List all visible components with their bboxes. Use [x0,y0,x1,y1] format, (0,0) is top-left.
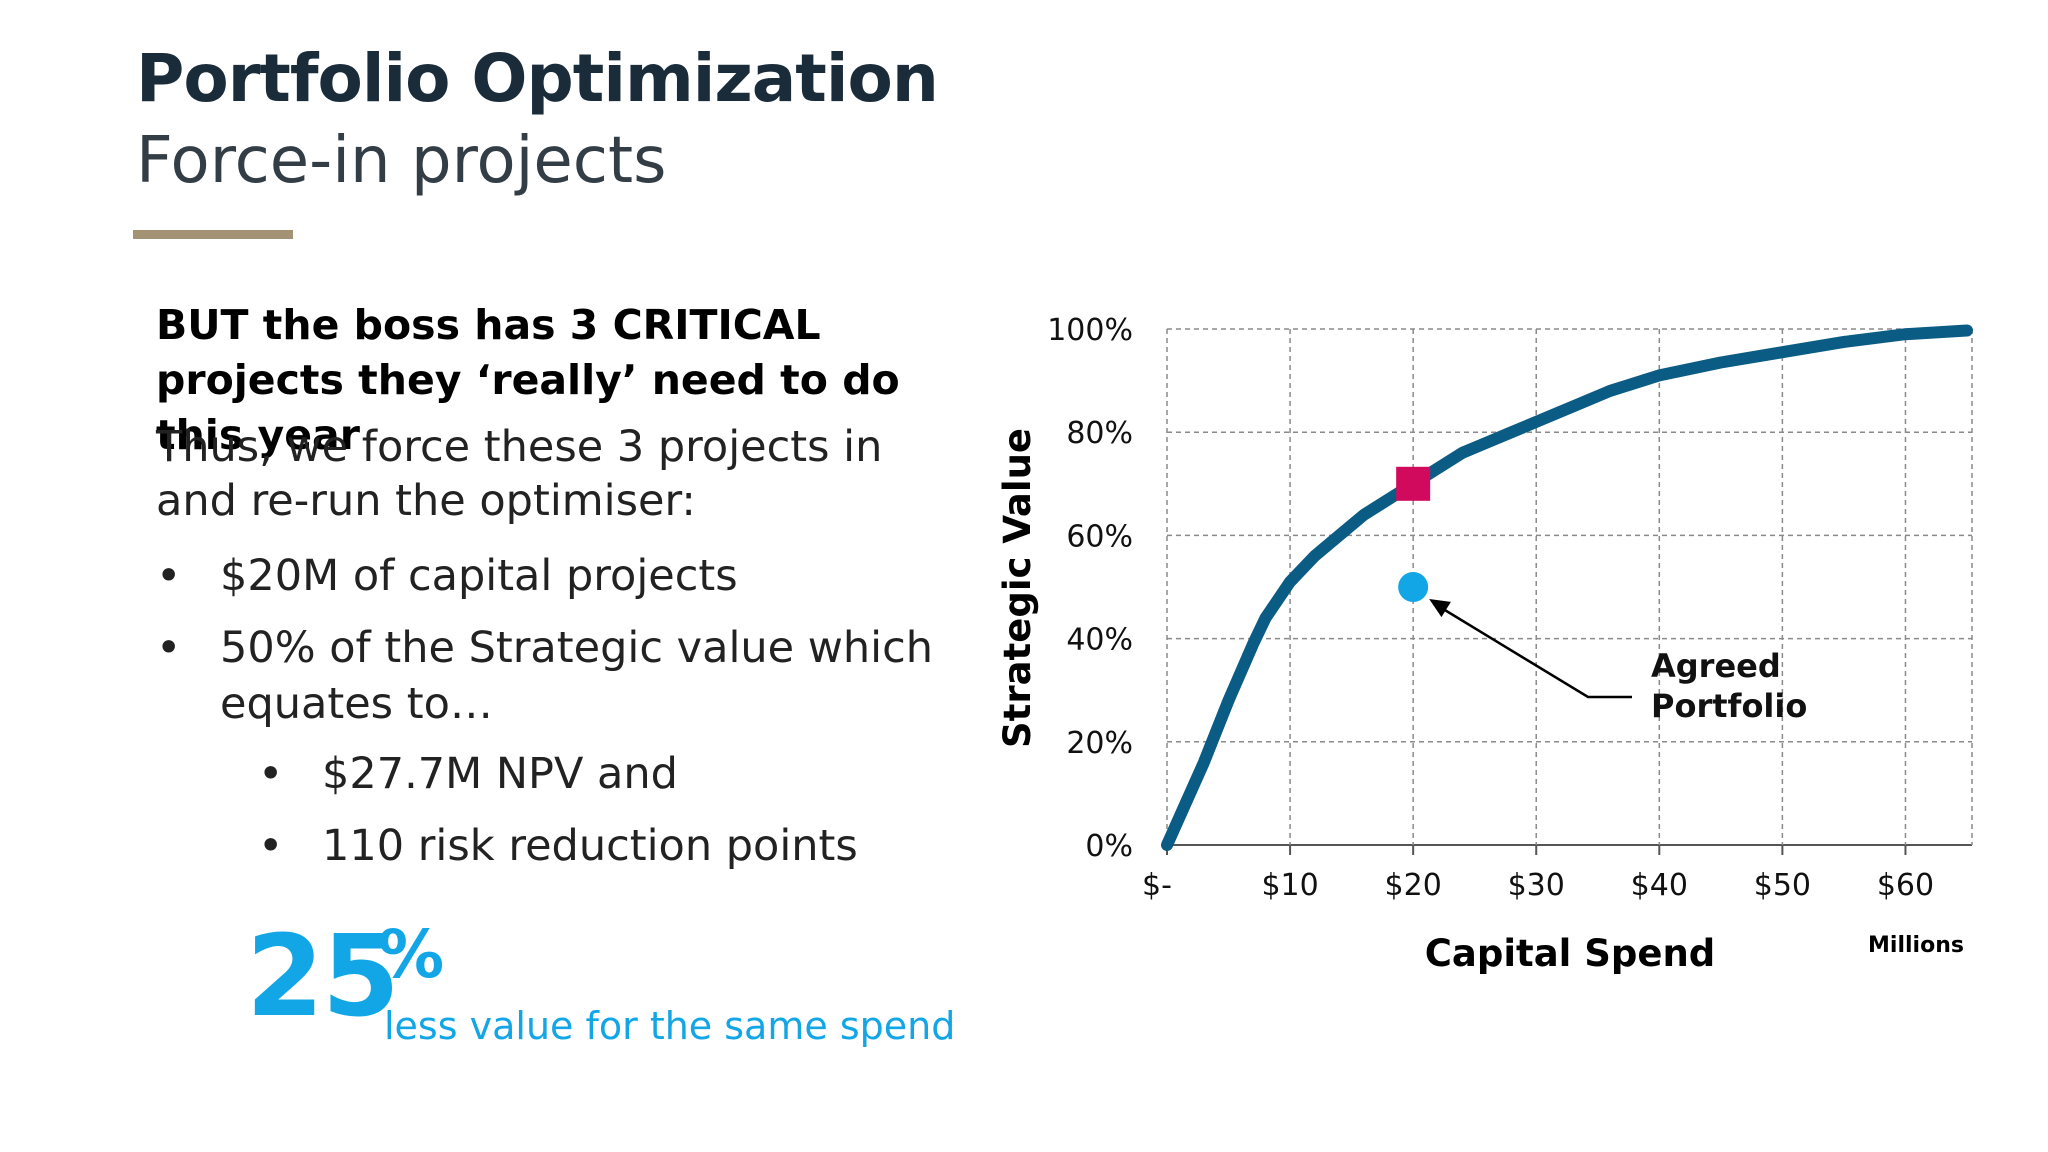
x-axis-units: Millions [1868,933,1964,958]
chart-markers [1396,466,1431,602]
agreed-portfolio-marker [1398,572,1429,602]
slide-subtitle: Force-in projects [136,124,667,198]
y-tick-label: 20% [1066,726,1133,761]
x-tick-label: $50 [1754,868,1811,903]
chart-grid [1166,328,1973,855]
bullet-dot: • [258,749,284,799]
y-axis-title: Strategic Value [996,428,1039,748]
callout-number: 25 [246,912,400,1042]
content-intro: Thus, we force these 3 projects in and r… [156,422,883,526]
y-tick-label: 80% [1066,416,1133,451]
content-heading: BUT the boss has 3 CRITICAL projects the… [156,301,900,459]
x-tick-label: $60 [1877,868,1934,903]
annotation-arrowhead [1429,599,1451,618]
bullet-dot: • [258,821,284,871]
bullet-dot: • [156,623,182,673]
y-tick-label: 60% [1066,519,1133,554]
bullet-text: 50% of the Strategic value which [220,623,934,673]
sub-bullet-text: 110 risk reduction points [322,821,858,871]
bullet-text: $20M of capital projects [220,551,738,601]
efficient-frontier-line [1161,324,1973,851]
bullet-dot: • [156,551,182,601]
bullet-text-continued: equates to… [220,679,493,729]
annotation-label: Portfolio [1651,687,1807,725]
x-tick-label: $10 [1261,868,1318,903]
y-tick-label: 40% [1066,623,1133,658]
x-tick-label: $20 [1385,868,1442,903]
x-axis-title: Capital Spend [1425,932,1716,975]
optimal-portfolio-marker [1396,466,1431,501]
annotation-arrow [1442,607,1632,699]
x-tick-label: $- [1142,868,1172,903]
x-tick-label: $40 [1631,868,1688,903]
x-axis-ticks: $- $10 $20 $30 $40 $50 $60 [1142,868,1934,903]
y-axis-ticks: 0% 20% 40% 60% 80% 100% [1047,313,1133,864]
y-tick-label: 100% [1047,313,1133,348]
chart-series [1161,324,1973,851]
y-tick-label: 0% [1085,829,1133,864]
sub-bullet-text: $27.7M NPV and [322,749,678,799]
x-tick-label: $30 [1508,868,1565,903]
annotation-label: Agreed [1651,647,1781,685]
callout-caption: less value for the same spend [384,1004,956,1048]
accent-divider [133,230,293,239]
slide-title: Portfolio Optimization [136,40,939,117]
callout-percent: % [378,916,445,993]
